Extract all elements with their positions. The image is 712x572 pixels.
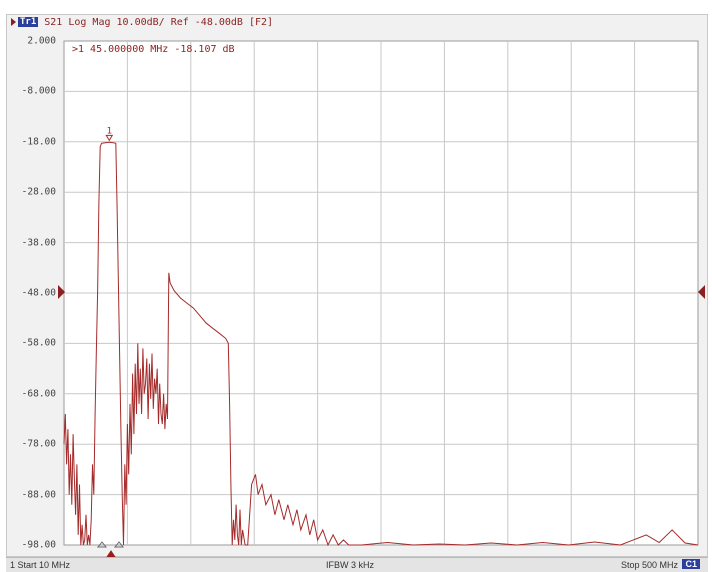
y-tick-label: -8.000 <box>21 85 56 97</box>
status-bar: 1 Start 10 MHz IFBW 3 kHz Stop 500 MHz C… <box>6 557 708 572</box>
ref-level-right-arrow-icon[interactable] <box>698 285 705 299</box>
marker-1-label: 1 <box>107 126 112 136</box>
status-start[interactable]: 1 Start 10 MHz <box>10 560 71 570</box>
status-stop[interactable]: Stop 500 MHz <box>620 560 678 570</box>
marker-readout: >1 45.000000 MHz -18.107 dB <box>72 44 235 55</box>
y-tick-label: 2.000 <box>27 35 56 47</box>
grid <box>64 41 698 545</box>
marker-indicator[interactable] <box>96 541 108 548</box>
y-tick-label: -18.00 <box>21 136 56 148</box>
marker-indicator[interactable] <box>113 541 125 548</box>
y-tick-label: -58.00 <box>21 337 56 349</box>
marker-1-triangle[interactable] <box>105 134 114 142</box>
ref-level-left-arrow-icon[interactable] <box>58 285 65 299</box>
y-tick-label: -88.00 <box>21 489 56 501</box>
trace-badge[interactable]: Tr1 <box>18 17 39 27</box>
y-tick-label: -28.00 <box>21 186 56 198</box>
y-tick-label: -68.00 <box>21 388 56 400</box>
trace-line <box>63 141 699 547</box>
status-ifbw[interactable]: IFBW 3 kHz <box>326 560 375 570</box>
active-trace-arrow-icon <box>11 18 16 26</box>
y-tick-label: -38.00 <box>21 237 56 249</box>
marker-layer: 1 <box>96 126 125 558</box>
trace-header[interactable]: Tr1 S21 Log Mag 10.00dB/ Ref -48.00dB [F… <box>11 15 273 29</box>
y-tick-label: -48.00 <box>21 287 56 299</box>
y-tick-label: -98.00 <box>21 539 56 551</box>
trace-header-text: S21 Log Mag 10.00dB/ Ref -48.00dB [F2] <box>44 16 274 28</box>
y-tick-label: -78.00 <box>21 438 56 450</box>
status-channel-badge[interactable]: C1 <box>682 559 700 569</box>
